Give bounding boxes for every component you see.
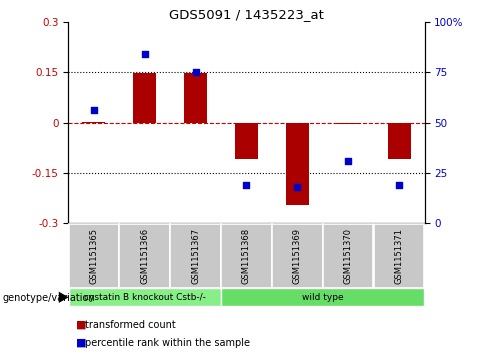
Text: GSM1151365: GSM1151365 — [89, 228, 98, 284]
Bar — [337, 122, 360, 124]
Bar — [221, 224, 272, 288]
Text: ■: ■ — [76, 320, 86, 330]
Bar — [133, 73, 156, 122]
Point — [395, 182, 403, 188]
Text: GSM1151370: GSM1151370 — [344, 228, 353, 284]
Bar — [69, 288, 221, 306]
Bar — [69, 224, 119, 288]
Text: percentile rank within the sample: percentile rank within the sample — [85, 338, 250, 348]
Point — [192, 69, 200, 75]
Bar — [323, 224, 373, 288]
Text: GSM1151371: GSM1151371 — [395, 228, 404, 284]
Bar — [170, 224, 221, 288]
Text: cystatin B knockout Cstb-/-: cystatin B knockout Cstb-/- — [84, 293, 205, 302]
Bar — [235, 122, 258, 159]
Polygon shape — [59, 291, 68, 303]
Text: GSM1151368: GSM1151368 — [242, 228, 251, 284]
Text: GSM1151366: GSM1151366 — [140, 228, 149, 284]
Title: GDS5091 / 1435223_at: GDS5091 / 1435223_at — [169, 8, 324, 21]
Point — [141, 51, 148, 57]
Bar — [286, 122, 309, 205]
Text: GSM1151367: GSM1151367 — [191, 228, 200, 284]
Bar — [387, 122, 410, 159]
Bar — [272, 224, 323, 288]
Point — [345, 158, 352, 164]
Text: GSM1151369: GSM1151369 — [293, 228, 302, 284]
Bar — [184, 73, 207, 122]
Bar — [374, 224, 424, 288]
Bar — [120, 224, 170, 288]
Text: genotype/variation: genotype/variation — [2, 293, 95, 303]
Point — [293, 184, 301, 190]
Point — [90, 107, 98, 113]
Text: transformed count: transformed count — [85, 320, 176, 330]
Point — [243, 182, 250, 188]
Bar — [221, 288, 424, 306]
Text: wild type: wild type — [302, 293, 344, 302]
Text: ■: ■ — [76, 338, 86, 348]
